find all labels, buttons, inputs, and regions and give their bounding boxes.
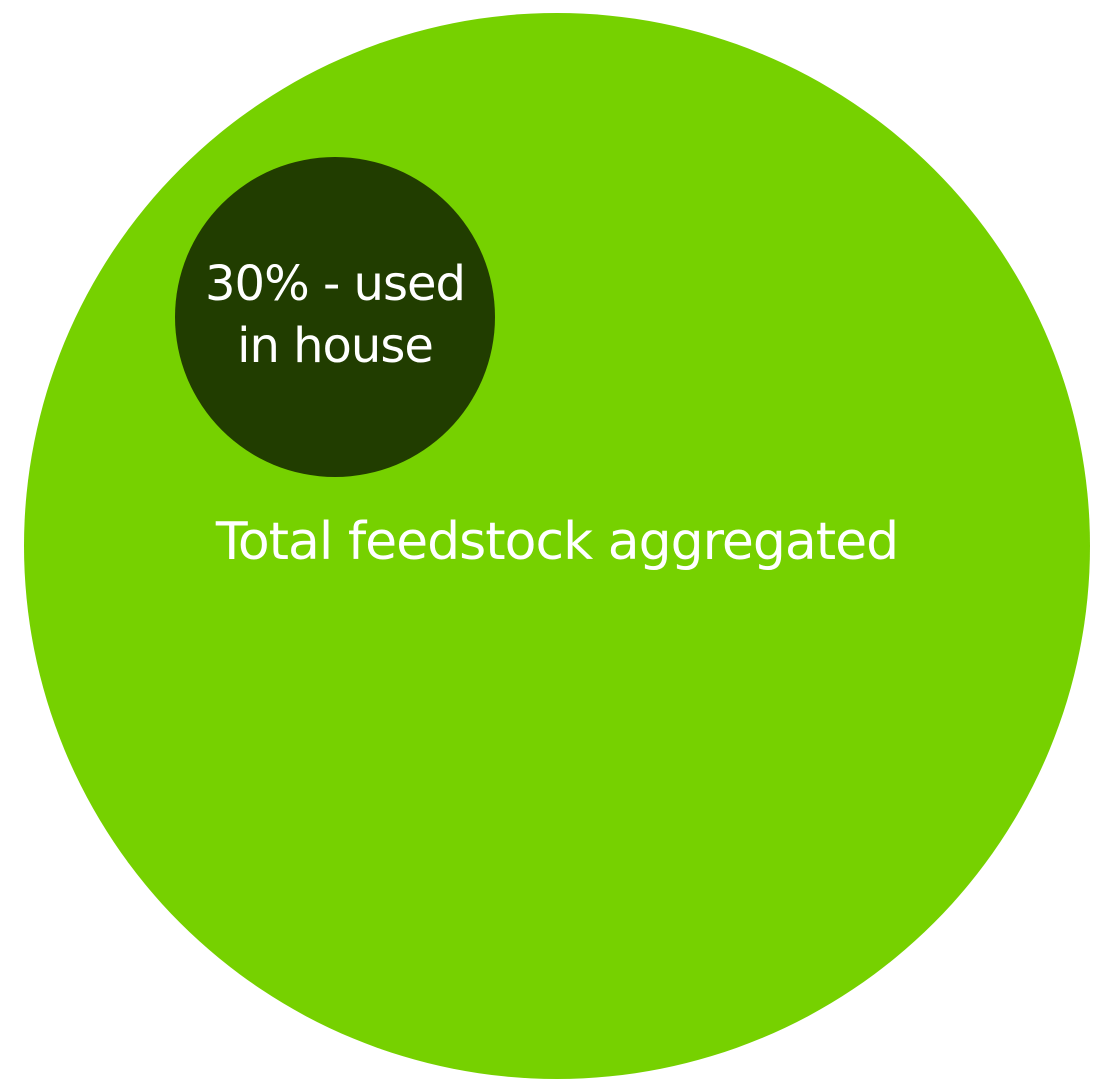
- in-house-usage-label: 30% - used in house: [205, 256, 466, 374]
- in-house-usage-circle: 30% - used in house: [175, 157, 495, 477]
- total-feedstock-label: Total feedstock aggregated: [215, 512, 899, 572]
- total-feedstock-circle: [24, 13, 1090, 1079]
